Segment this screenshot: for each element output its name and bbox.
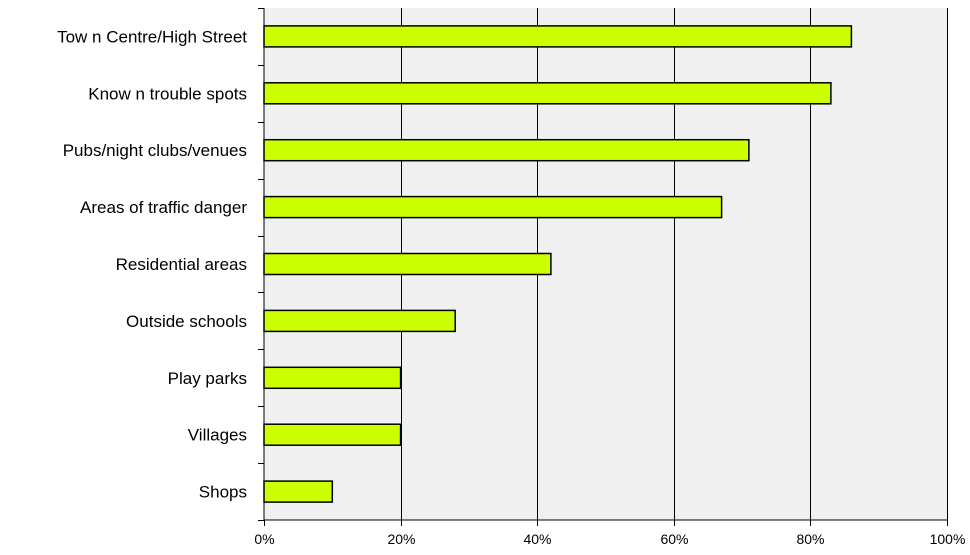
bar — [263, 195, 723, 219]
category-label: Residential areas — [116, 255, 247, 274]
bar — [263, 423, 402, 446]
bar — [263, 309, 456, 333]
category-label: Pubs/night clubs/venues — [63, 141, 247, 160]
bar — [263, 82, 832, 105]
category-label: Shops — [199, 483, 247, 502]
x-tick-label: 40% — [523, 531, 551, 547]
category-label: Tow n Centre/High Street — [57, 27, 247, 46]
bar — [263, 252, 552, 276]
category-labels: Tow n Centre/High Street Know n trouble s… — [57, 27, 247, 501]
bars — [263, 25, 853, 503]
category-label: Areas of traffic danger — [80, 198, 247, 217]
x-tick-label: 60% — [660, 531, 688, 547]
x-tick-labels: 0% 20% 40% 60% 80% 100% — [254, 531, 965, 547]
x-tick-marks — [264, 520, 948, 526]
x-tick-label: 100% — [930, 531, 966, 547]
category-label: Outside schools — [126, 312, 247, 331]
bar — [263, 138, 750, 162]
bar — [263, 25, 853, 48]
bar — [263, 366, 402, 390]
y-tick-marks — [258, 8, 264, 521]
category-label: Know n trouble spots — [88, 84, 247, 103]
category-label: Play parks — [168, 369, 247, 388]
x-tick-label: 0% — [254, 531, 274, 547]
bar — [263, 480, 334, 503]
category-label: Villages — [188, 426, 247, 445]
x-tick-label: 80% — [796, 531, 824, 547]
x-tick-label: 20% — [387, 531, 415, 547]
